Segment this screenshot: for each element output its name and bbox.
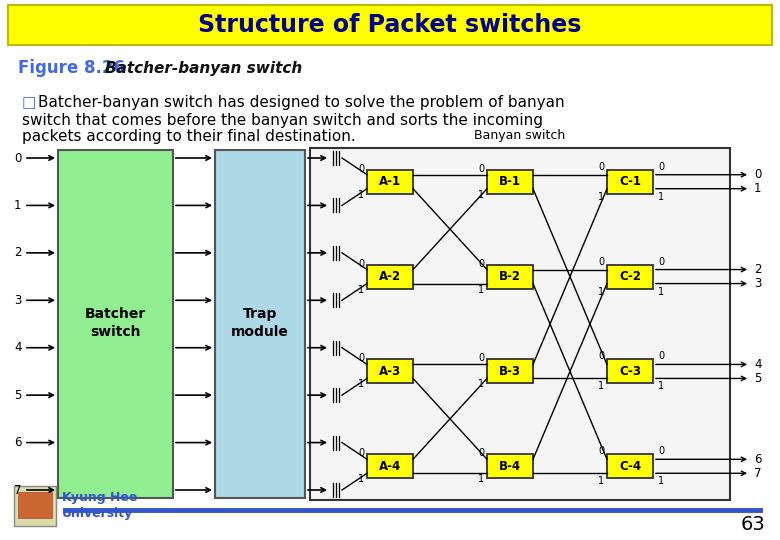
FancyBboxPatch shape xyxy=(58,150,173,498)
FancyBboxPatch shape xyxy=(18,492,52,518)
Text: Figure 8.26: Figure 8.26 xyxy=(18,59,125,77)
Text: 1: 1 xyxy=(658,381,664,391)
Text: B-1: B-1 xyxy=(499,175,521,188)
Text: B-2: B-2 xyxy=(499,270,521,283)
Text: 0: 0 xyxy=(478,448,484,458)
Text: 5: 5 xyxy=(14,389,21,402)
Text: 4: 4 xyxy=(754,358,761,371)
Text: Batcher: Batcher xyxy=(85,307,146,321)
Text: C-4: C-4 xyxy=(619,460,641,473)
Text: C-2: C-2 xyxy=(619,270,641,283)
Text: 1: 1 xyxy=(598,192,604,202)
Text: 7: 7 xyxy=(14,483,22,496)
Text: C-1: C-1 xyxy=(619,175,641,188)
Text: 1: 1 xyxy=(598,381,604,391)
Text: 1: 1 xyxy=(598,287,604,296)
FancyBboxPatch shape xyxy=(487,360,533,383)
Text: 1: 1 xyxy=(478,190,484,200)
Text: 0: 0 xyxy=(658,446,664,456)
Text: 0: 0 xyxy=(754,168,761,181)
FancyBboxPatch shape xyxy=(367,454,413,478)
Text: 7: 7 xyxy=(754,467,761,480)
Text: 1: 1 xyxy=(358,474,364,484)
Text: 0: 0 xyxy=(598,352,604,361)
FancyBboxPatch shape xyxy=(487,265,533,288)
Text: 0: 0 xyxy=(598,256,604,267)
Text: A-1: A-1 xyxy=(379,175,401,188)
Text: switch: switch xyxy=(90,325,140,339)
Text: B-3: B-3 xyxy=(499,365,521,378)
Text: 4: 4 xyxy=(14,341,22,354)
Text: 0: 0 xyxy=(658,256,664,267)
Text: 0: 0 xyxy=(658,161,664,172)
Text: 1: 1 xyxy=(14,199,22,212)
FancyBboxPatch shape xyxy=(367,360,413,383)
Text: Batcher-banyan switch has designed to solve the problem of banyan: Batcher-banyan switch has designed to so… xyxy=(38,96,565,111)
Text: 0: 0 xyxy=(358,448,364,458)
Text: 0: 0 xyxy=(14,152,21,165)
Text: 1: 1 xyxy=(598,476,604,487)
Text: 3: 3 xyxy=(754,277,761,290)
FancyBboxPatch shape xyxy=(310,148,730,500)
Text: module: module xyxy=(231,325,289,339)
Text: switch that comes before the banyan switch and sorts the incoming: switch that comes before the banyan swit… xyxy=(22,112,543,127)
Text: 0: 0 xyxy=(358,353,364,363)
Text: □: □ xyxy=(22,96,37,111)
FancyBboxPatch shape xyxy=(607,265,653,288)
FancyBboxPatch shape xyxy=(367,265,413,288)
Text: 1: 1 xyxy=(478,474,484,484)
Text: 0: 0 xyxy=(478,353,484,363)
Text: C-3: C-3 xyxy=(619,365,641,378)
Text: 0: 0 xyxy=(598,446,604,456)
Text: Trap: Trap xyxy=(243,307,277,321)
Text: Batcher-banyan switch: Batcher-banyan switch xyxy=(105,60,303,76)
Text: 6: 6 xyxy=(14,436,22,449)
Text: B-4: B-4 xyxy=(499,460,521,473)
Text: 0: 0 xyxy=(358,259,364,268)
Text: packets according to their final destination.: packets according to their final destina… xyxy=(22,130,356,145)
Text: 1: 1 xyxy=(358,380,364,389)
Text: 5: 5 xyxy=(754,372,761,385)
FancyBboxPatch shape xyxy=(367,170,413,194)
Text: 1: 1 xyxy=(358,190,364,200)
Text: A-3: A-3 xyxy=(379,365,401,378)
Text: Kyung Hee: Kyung Hee xyxy=(62,491,137,504)
Text: 1: 1 xyxy=(658,192,664,202)
FancyBboxPatch shape xyxy=(607,454,653,478)
FancyBboxPatch shape xyxy=(215,150,305,498)
Text: 1: 1 xyxy=(754,182,761,195)
Text: 1: 1 xyxy=(478,285,484,295)
Text: 1: 1 xyxy=(358,285,364,295)
FancyBboxPatch shape xyxy=(607,360,653,383)
Text: 0: 0 xyxy=(658,352,664,361)
Text: 0: 0 xyxy=(478,164,484,174)
Text: 3: 3 xyxy=(14,294,21,307)
FancyBboxPatch shape xyxy=(14,486,56,526)
Text: 0: 0 xyxy=(598,161,604,172)
Text: A-4: A-4 xyxy=(379,460,401,473)
Text: 1: 1 xyxy=(478,380,484,389)
Text: 63: 63 xyxy=(740,516,765,535)
Text: 6: 6 xyxy=(754,453,761,466)
FancyBboxPatch shape xyxy=(607,170,653,194)
Text: 2: 2 xyxy=(754,263,761,276)
FancyBboxPatch shape xyxy=(487,170,533,194)
Text: 0: 0 xyxy=(478,259,484,268)
Text: Banyan switch: Banyan switch xyxy=(474,130,566,143)
Text: University: University xyxy=(62,507,133,519)
FancyBboxPatch shape xyxy=(8,5,772,45)
Text: Structure of Packet switches: Structure of Packet switches xyxy=(198,13,582,37)
Text: A-2: A-2 xyxy=(379,270,401,283)
Text: 0: 0 xyxy=(358,164,364,174)
Text: 1: 1 xyxy=(658,287,664,296)
FancyBboxPatch shape xyxy=(487,454,533,478)
Text: 1: 1 xyxy=(658,476,664,487)
Text: 2: 2 xyxy=(14,246,22,259)
